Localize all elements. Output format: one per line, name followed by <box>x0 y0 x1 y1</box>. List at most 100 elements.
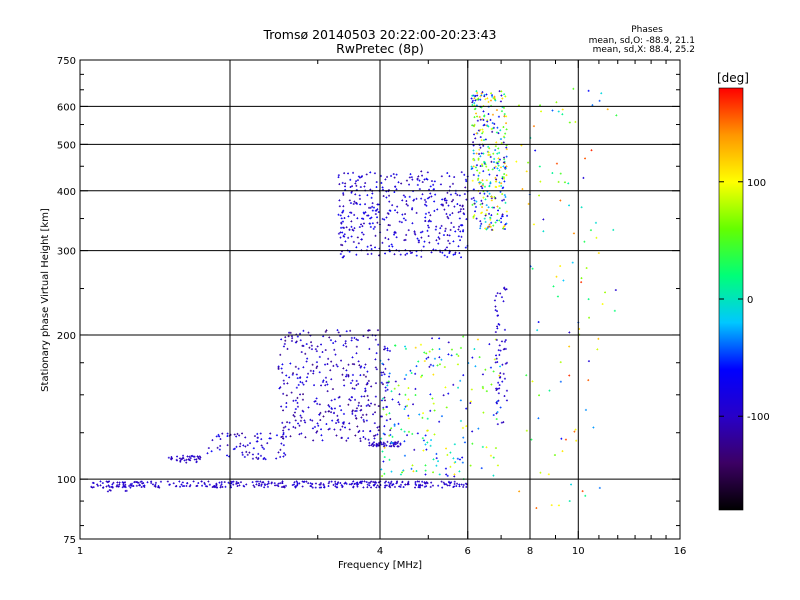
data-point <box>417 237 418 240</box>
data-point <box>356 352 357 355</box>
data-point <box>295 485 297 488</box>
data-point <box>461 224 462 227</box>
data-point <box>374 411 376 414</box>
data-point <box>612 228 614 231</box>
data-point <box>317 424 319 427</box>
data-point <box>359 429 360 432</box>
data-point <box>352 171 354 174</box>
data-point <box>435 225 437 228</box>
data-point <box>586 267 588 269</box>
data-point <box>521 144 522 147</box>
data-point <box>434 193 436 196</box>
data-point <box>311 485 312 488</box>
data-point <box>212 486 214 488</box>
data-point <box>260 438 262 441</box>
data-point <box>499 90 501 93</box>
data-point <box>369 217 371 220</box>
data-point <box>386 175 388 178</box>
data-point <box>306 360 308 363</box>
data-point <box>480 118 482 121</box>
data-point <box>465 246 467 249</box>
data-point <box>329 405 330 408</box>
data-point <box>351 483 352 486</box>
data-point <box>445 248 446 251</box>
data-point <box>119 481 121 484</box>
data-point <box>147 481 148 484</box>
data-point <box>237 432 238 435</box>
data-point <box>393 445 395 448</box>
data-point <box>316 366 317 369</box>
data-point <box>320 483 322 486</box>
data-point <box>421 484 423 487</box>
data-point <box>487 124 488 127</box>
data-point <box>444 230 446 232</box>
data-point <box>183 485 185 487</box>
data-point <box>181 483 182 486</box>
data-point <box>497 292 499 295</box>
data-point <box>152 483 154 486</box>
data-point <box>498 132 499 135</box>
data-point <box>343 422 345 425</box>
data-point <box>197 484 198 487</box>
data-point <box>494 196 495 198</box>
data-point <box>572 261 574 264</box>
data-point <box>435 249 437 252</box>
data-point <box>253 484 254 487</box>
data-point <box>466 198 467 201</box>
data-point <box>241 451 243 454</box>
data-point <box>343 344 344 347</box>
data-point <box>504 347 505 350</box>
data-point <box>186 484 187 487</box>
data-point <box>614 309 616 312</box>
data-point <box>457 386 459 389</box>
data-point <box>403 217 405 220</box>
data-point <box>368 214 369 217</box>
data-point <box>496 361 498 363</box>
data-point <box>479 192 481 195</box>
data-point <box>390 482 392 485</box>
data-point <box>484 93 485 96</box>
data-point <box>506 165 507 168</box>
data-point <box>383 408 384 411</box>
data-point <box>396 205 398 208</box>
data-point <box>575 439 577 442</box>
data-point <box>328 336 330 339</box>
data-point <box>358 431 359 433</box>
data-point <box>380 415 382 418</box>
data-point <box>337 414 338 417</box>
data-point <box>108 484 110 487</box>
data-point <box>484 185 486 188</box>
data-point <box>331 419 333 422</box>
data-point <box>380 174 382 177</box>
data-point <box>249 442 251 445</box>
data-point <box>552 109 553 112</box>
data-point <box>460 210 461 213</box>
data-point <box>358 404 359 407</box>
data-point <box>496 357 498 360</box>
data-point <box>343 412 345 415</box>
data-point <box>476 217 478 220</box>
data-point <box>310 341 312 344</box>
y-tick-label: 75 <box>63 535 76 546</box>
data-point <box>483 118 484 121</box>
data-point <box>384 396 385 399</box>
data-point <box>472 141 474 144</box>
data-point <box>474 123 476 126</box>
data-point <box>378 429 380 432</box>
data-point <box>372 202 374 205</box>
data-point <box>243 484 245 487</box>
data-point <box>435 228 437 231</box>
data-point <box>354 227 355 230</box>
data-point <box>285 425 286 428</box>
data-point <box>494 299 496 302</box>
data-point <box>503 173 505 175</box>
data-point <box>378 203 380 206</box>
data-point <box>367 403 369 406</box>
data-point <box>424 360 426 362</box>
y-tick-label: 100 <box>57 475 76 486</box>
data-point <box>428 211 430 214</box>
data-point <box>252 481 254 484</box>
data-point <box>389 412 390 415</box>
data-point <box>338 421 340 424</box>
data-point <box>293 414 294 417</box>
